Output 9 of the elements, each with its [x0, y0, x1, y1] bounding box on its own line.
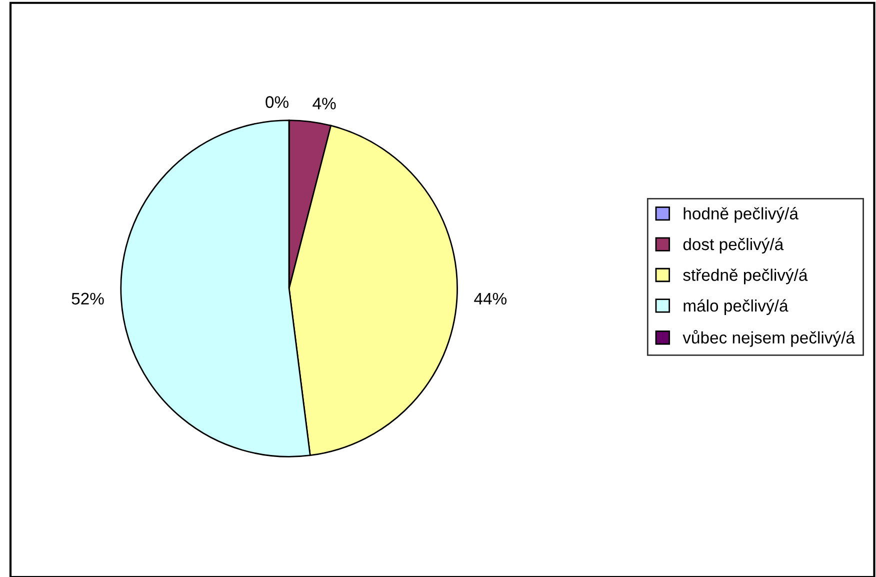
legend-label: hodně pečlivý/á — [684, 207, 798, 223]
data-label: 52% — [72, 292, 104, 305]
data-label: 4% — [312, 98, 336, 110]
legend-label: málo pečlivý/á — [684, 299, 788, 315]
legend-label: středně pečlivý/á — [683, 268, 808, 284]
text: 0% — [266, 96, 288, 108]
data-label: 44% — [474, 292, 506, 305]
legend-label: dost pečlivý/á — [683, 238, 784, 254]
legend-label: vůbec nejsem pečlivý/á — [682, 330, 855, 347]
